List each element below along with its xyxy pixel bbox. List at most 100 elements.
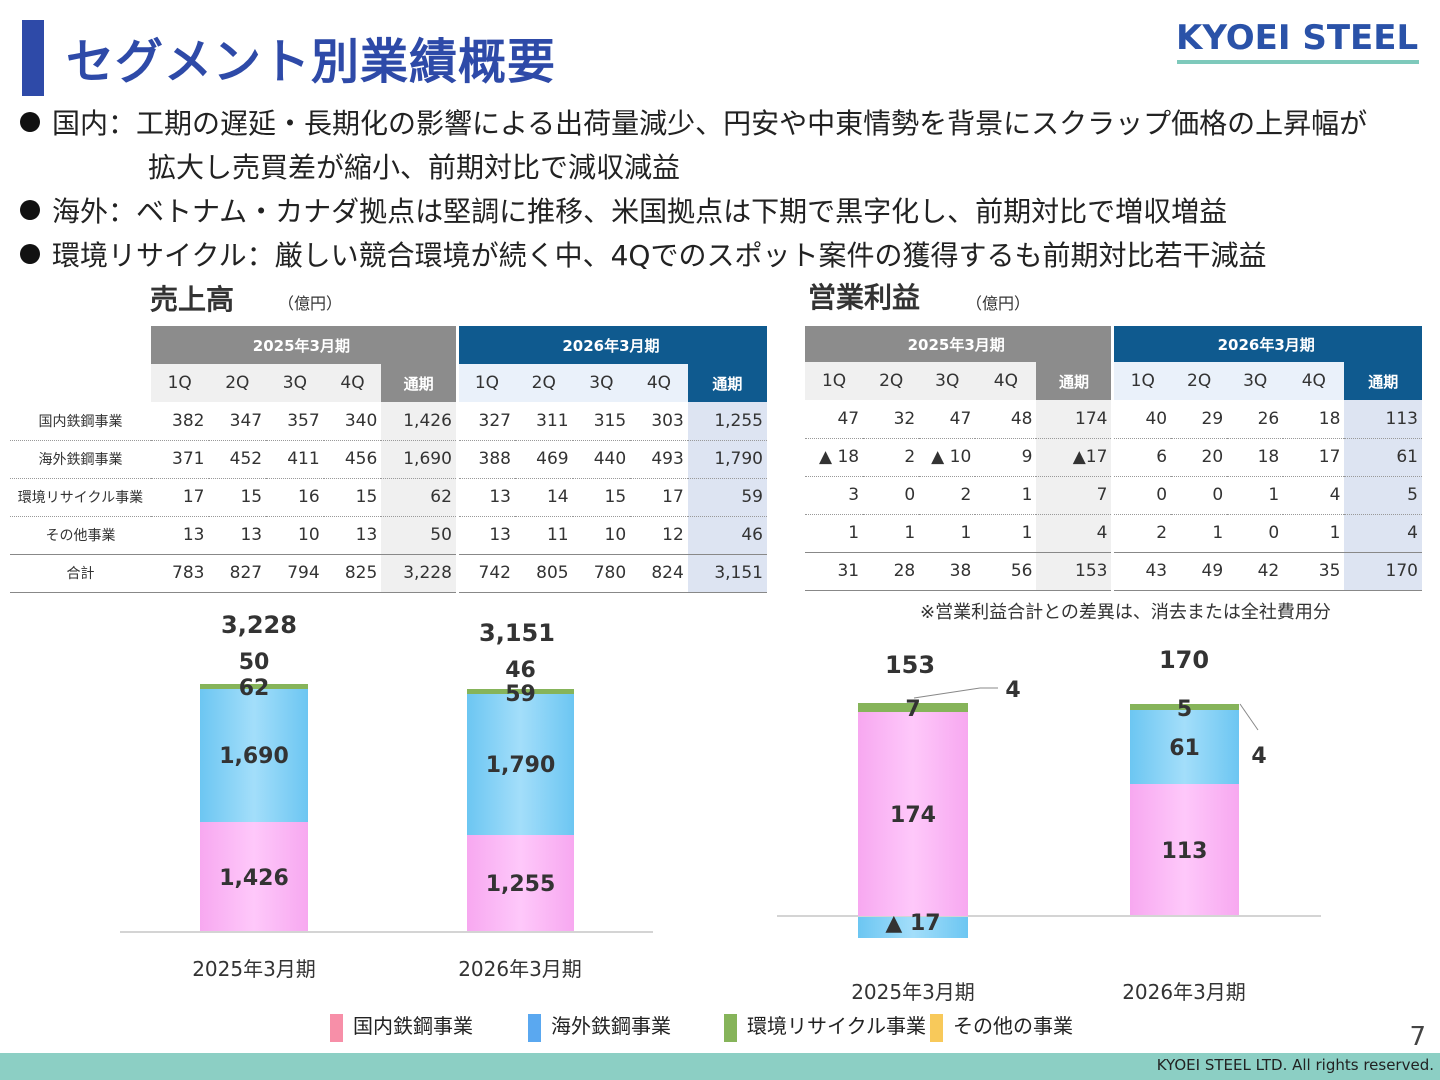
quarter-cell: 9	[975, 438, 1037, 477]
quarter-header: 4Q	[975, 362, 1037, 400]
quarter-cell: 452	[208, 440, 267, 479]
bullet-domestic: 国内：工期の遅延・長期化の影響による出荷量減少、円安や中東情勢を背景にスクラップ…	[20, 102, 1430, 190]
profit-x-label-a: 2025年3月期	[851, 980, 975, 1004]
quarter-cell: 38	[919, 551, 976, 591]
fy-cell: 3,228	[381, 553, 458, 593]
fy-cell: 5	[1344, 476, 1422, 515]
quarter-cell: 311	[514, 402, 573, 441]
row-label: その他事業	[10, 516, 151, 555]
fy-header: 通期	[687, 364, 767, 402]
quarter-cell: 780	[572, 553, 631, 593]
legend-label: その他の事業	[953, 1014, 1073, 1038]
sales-bar-a-overseas	[200, 689, 308, 822]
legend-label: 海外鉄鋼事業	[551, 1014, 671, 1038]
quarter-cell: 42	[1227, 551, 1284, 591]
quarter-cell: 2	[919, 476, 976, 515]
quarter-cell: ▲ 10	[919, 438, 976, 477]
copyright: KYOEI STEEL LTD. All rights reserved.	[1156, 1056, 1434, 1074]
sales-chart-baseline	[120, 931, 653, 933]
fy-cell: 153	[1036, 551, 1113, 591]
quarter-cell: 0	[863, 476, 920, 515]
quarter-cell: 456	[323, 440, 382, 479]
fy-cell: 3,151	[687, 553, 767, 593]
quarter-cell: 357	[266, 402, 324, 441]
quarter-cell: 805	[514, 553, 573, 593]
quarter-header: 4Q	[1283, 362, 1345, 400]
row-label: 国内鉄鋼事業	[10, 402, 151, 441]
profit-leader-line-b	[1239, 703, 1259, 731]
sales-label-a-recycle: 62	[238, 676, 270, 701]
fy-cell: 7	[1036, 476, 1113, 515]
quarter-cell: 1	[1227, 476, 1284, 515]
sales-table: 2025年3月期 2026年3月期 1Q 2Q 3Q 4Q 通期 1Q 2Q 3…	[10, 326, 767, 593]
fy-cell: 1,255	[687, 402, 767, 441]
page-title: セグメント別業績概要	[66, 34, 557, 90]
quarter-cell: 327	[455, 402, 515, 441]
row-label: 環境リサイクル事業	[10, 478, 151, 517]
fy-cell: 174	[1036, 400, 1113, 439]
quarter-cell: 825	[323, 553, 382, 593]
quarter-header: 2Q	[514, 364, 573, 402]
quarter-cell: 6	[1111, 438, 1172, 477]
sales-bar-a-recycle	[200, 684, 308, 689]
sales-label-b-recycle: 59	[505, 682, 536, 707]
bullet-text: 環境リサイクル：厳しい競合環境が続く中、4Qでのスポット案件の獲得するも前期対比…	[52, 239, 1267, 272]
profit-label-a-overseas: ▲ 17	[885, 911, 941, 936]
row-label: 合計	[10, 553, 151, 593]
quarter-cell: 13	[208, 516, 267, 555]
bullet-dot-icon	[20, 112, 40, 132]
quarter-cell: 18	[1283, 400, 1345, 439]
bullet-dot-icon	[20, 200, 40, 220]
quarter-cell: 18	[1227, 438, 1284, 477]
profit-x-label-b: 2026年3月期	[1122, 980, 1246, 1004]
legend-label: 環境リサイクル事業	[747, 1014, 926, 1038]
quarter-cell: 13	[150, 516, 209, 555]
fy-cell: 1,426	[381, 402, 458, 441]
profit-period-a-header: 2025年3月期	[805, 326, 1113, 362]
profit-label-b-other: 4	[1251, 744, 1267, 769]
quarter-cell: 382	[150, 402, 209, 441]
logo-underline	[1177, 60, 1419, 64]
quarter-header: 1Q	[150, 364, 209, 402]
quarter-cell: 0	[1111, 476, 1172, 515]
quarter-cell: 824	[630, 553, 688, 593]
quarter-cell: 0	[1171, 476, 1228, 515]
quarter-cell: 12	[630, 516, 688, 555]
legend-swatch-domestic	[330, 1013, 343, 1042]
fy-cell: ▲17	[1036, 438, 1113, 477]
quarter-cell: 32	[863, 400, 920, 439]
quarter-cell: 783	[150, 553, 209, 593]
sales-x-label-b: 2026年3月期	[458, 957, 582, 981]
profit-leader-line-a	[913, 687, 998, 699]
legend-swatch-overseas	[528, 1013, 541, 1042]
summary-bullets: 国内：工期の遅延・長期化の影響による出荷量減少、円安や中東情勢を背景にスクラップ…	[20, 102, 1430, 278]
company-logo: KYOEI STEEL	[1176, 18, 1419, 58]
quarter-header: 2Q	[208, 364, 267, 402]
page-number: 7	[1409, 1022, 1426, 1052]
quarter-cell: 1	[1171, 514, 1228, 553]
quarter-cell: 347	[208, 402, 267, 441]
quarter-cell: 56	[975, 551, 1037, 591]
quarter-cell: 26	[1227, 400, 1284, 439]
fy-cell: 46	[687, 516, 767, 555]
fy-cell: 113	[1344, 400, 1422, 439]
fy-header: 通期	[381, 364, 458, 402]
quarter-cell: 15	[572, 478, 631, 517]
quarter-cell: 48	[975, 400, 1037, 439]
quarter-cell: 40	[1111, 400, 1172, 439]
fy-cell: 4	[1036, 514, 1113, 553]
fy-cell: 1,790	[687, 440, 767, 479]
quarter-cell: 16	[266, 478, 324, 517]
quarter-cell: 47	[805, 400, 864, 439]
sales-bar-b-recycle	[467, 689, 574, 694]
table-row: その他事業 13 13 10 13 50 13 11 10 12 46	[10, 516, 767, 555]
quarter-cell: 303	[630, 402, 688, 441]
quarter-cell: 11	[514, 516, 573, 555]
sales-bar-b-overseas	[467, 694, 574, 835]
legend-swatch-other	[930, 1013, 943, 1042]
quarter-cell: 10	[266, 516, 324, 555]
fy-cell: 62	[381, 478, 458, 517]
quarter-cell: 440	[572, 440, 631, 479]
